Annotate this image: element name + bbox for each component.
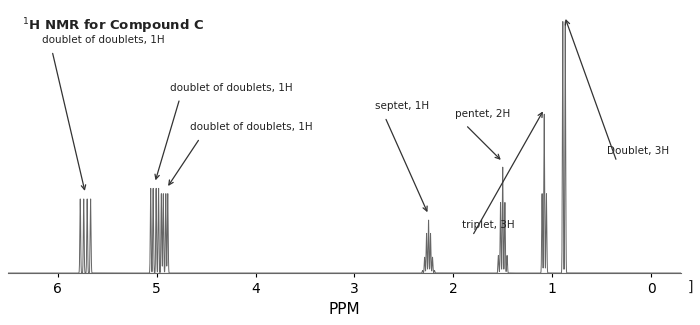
X-axis label: PPM: PPM	[329, 302, 360, 317]
Text: $^{1}$H NMR for Compound C: $^{1}$H NMR for Compound C	[22, 16, 204, 36]
Text: triplet, 3H: triplet, 3H	[462, 220, 514, 230]
Text: doublet of doublets, 1H: doublet of doublets, 1H	[169, 83, 293, 93]
Text: pentet, 2H: pentet, 2H	[456, 109, 511, 119]
Text: doublet of doublets, 1H: doublet of doublets, 1H	[190, 123, 312, 133]
Text: doublet of doublets, 1H: doublet of doublets, 1H	[42, 35, 164, 45]
Text: septet, 1H: septet, 1H	[374, 101, 429, 111]
Text: Doublet, 3H: Doublet, 3H	[607, 146, 669, 156]
Text: ]: ]	[687, 280, 693, 294]
